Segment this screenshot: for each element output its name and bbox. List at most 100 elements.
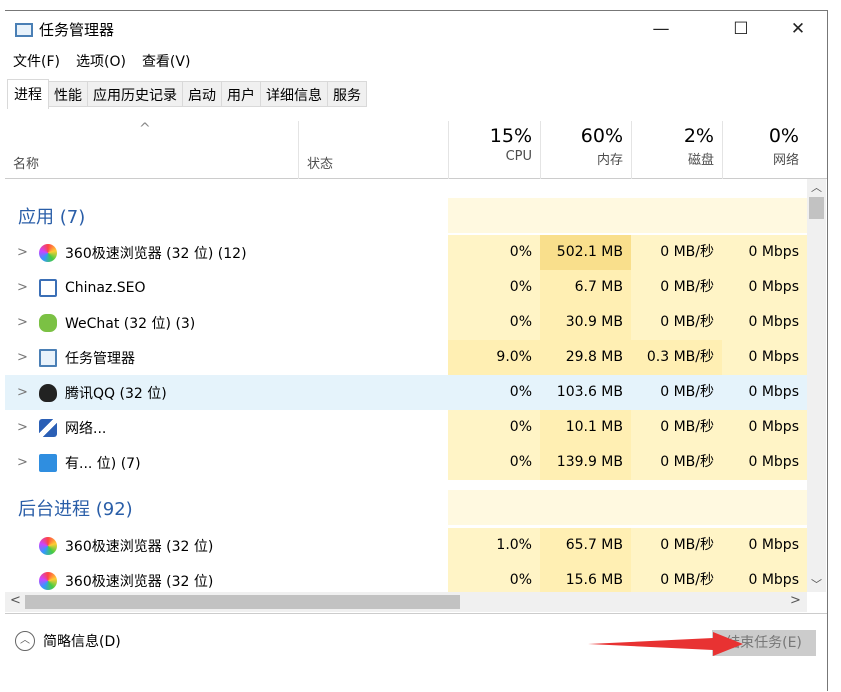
process-name-cell: > 网络... xyxy=(17,410,106,445)
scroll-right-icon[interactable]: > xyxy=(790,593,801,608)
process-net: 0 Mbps xyxy=(722,528,807,563)
process-name: 网络... xyxy=(65,420,107,437)
vertical-scrollbar[interactable]: ︿ ﹀ xyxy=(807,179,826,592)
360-browser-icon xyxy=(39,243,57,262)
process-disk: 0 MB/秒 xyxy=(631,270,722,305)
group-apps[interactable]: 应用 (7) xyxy=(5,198,807,233)
process-mem: 65.7 MB xyxy=(540,528,631,563)
process-name-cell: > Chinaz.SEO xyxy=(17,270,146,305)
maximize-button[interactable]: ☐ xyxy=(733,19,749,39)
process-disk: 0 MB/秒 xyxy=(631,563,722,592)
group-background[interactable]: 后台进程 (92) xyxy=(5,490,807,525)
horizontal-scroll-thumb[interactable] xyxy=(25,595,460,609)
tab-services[interactable]: 服务 xyxy=(328,81,367,107)
process-row[interactable]: > WeChat (32 位) (3) 0% 30.9 MB 0 MB/秒 0 Mbps xyxy=(5,305,807,340)
process-row[interactable]: > 有... 位) (7) 0% 139.9 MB 0 MB/秒 0 Mbps xyxy=(5,445,807,480)
process-row[interactable]: > Chinaz.SEO 0% 6.7 MB 0 MB/秒 0 Mbps xyxy=(5,270,807,305)
process-name: WeChat (32 位) (3) xyxy=(65,315,196,332)
process-row[interactable]: 360极速浏览器 (32 位) 0% 15.6 MB 0 MB/秒 0 Mbps xyxy=(5,563,807,592)
process-row[interactable]: 360极速浏览器 (32 位) 1.0% 65.7 MB 0 MB/秒 0 Mbps xyxy=(5,528,807,563)
disk-total: 2% xyxy=(683,125,714,147)
menu-bar: 文件(F) 选项(O) 查看(V) xyxy=(13,51,190,71)
tab-performance[interactable]: 性能 xyxy=(49,81,88,107)
process-mem: 15.6 MB xyxy=(540,563,631,592)
footer: ︿ 简略信息(D) 结束任务(E) xyxy=(5,613,827,692)
task-manager-window: 任务管理器 — ☐ ✕ 文件(F) 选项(O) 查看(V) 进程 性能 应用历史… xyxy=(5,10,828,691)
column-name[interactable]: ^ 名称 xyxy=(5,121,298,179)
process-name-cell: > 任务管理器 xyxy=(17,340,135,375)
task-manager-icon xyxy=(39,348,57,367)
scroll-thumb[interactable] xyxy=(809,197,824,219)
sort-ascending-icon: ^ xyxy=(139,121,151,137)
process-cpu: 1.0% xyxy=(448,528,540,563)
expand-chevron-icon[interactable]: > xyxy=(17,455,28,470)
process-name-cell: > 有... 位) (7) xyxy=(17,445,141,480)
cpu-label: CPU xyxy=(505,149,532,164)
process-name: Chinaz.SEO xyxy=(65,279,146,296)
scroll-down-icon[interactable]: ﹀ xyxy=(811,578,822,591)
process-name: 有... 位) (7) xyxy=(65,455,141,472)
expand-chevron-icon[interactable]: > xyxy=(17,420,28,435)
collapse-up-icon: ︿ xyxy=(15,631,35,651)
process-mem: 6.7 MB xyxy=(540,270,631,305)
menu-view[interactable]: 查看(V) xyxy=(141,54,191,70)
tab-details[interactable]: 详细信息 xyxy=(261,81,328,107)
column-name-label: 名称 xyxy=(13,157,40,172)
tab-users[interactable]: 用户 xyxy=(222,81,261,107)
fewer-details-button[interactable]: ︿ 简略信息(D) xyxy=(15,631,121,651)
process-name-cell: >360极速浏览器 (32 位) (12) xyxy=(17,235,247,270)
process-row[interactable]: > 网络... 0% 10.1 MB 0 MB/秒 0 Mbps xyxy=(5,410,807,445)
red-arrow-annotation xyxy=(588,632,743,656)
group-net-cell xyxy=(722,490,807,525)
column-header: ^ 名称 状态 15% CPU 60% 内存 2% 磁盘 0% 网络 xyxy=(5,121,827,179)
group-cpu-cell xyxy=(448,490,540,525)
column-disk[interactable]: 2% 磁盘 xyxy=(631,121,722,179)
group-title: 应用 (7) xyxy=(18,206,86,228)
process-disk: 0 MB/秒 xyxy=(631,235,722,270)
column-memory[interactable]: 60% 内存 xyxy=(540,121,631,179)
tab-processes[interactable]: 进程 xyxy=(7,79,49,109)
process-name-cell: > WeChat (32 位) (3) xyxy=(17,305,195,340)
tab-bar: 进程 性能 应用历史记录 启动 用户 详细信息 服务 xyxy=(7,79,367,109)
scroll-up-icon[interactable]: ︿ xyxy=(811,181,822,194)
process-mem: 10.1 MB xyxy=(540,410,631,445)
minimize-button[interactable]: — xyxy=(652,19,670,39)
group-mem-cell xyxy=(540,198,631,233)
expand-chevron-icon[interactable]: > xyxy=(17,385,28,400)
youdao-icon xyxy=(39,453,57,472)
horizontal-scrollbar[interactable]: < > xyxy=(5,592,807,612)
process-net: 0 Mbps xyxy=(722,445,807,480)
menu-options[interactable]: 选项(O) xyxy=(75,54,126,70)
expand-chevron-icon[interactable]: > xyxy=(17,350,28,365)
process-net: 0 Mbps xyxy=(722,375,807,410)
column-cpu[interactable]: 15% CPU xyxy=(448,121,540,179)
tab-app-history[interactable]: 应用历史记录 xyxy=(88,81,183,107)
title-bar: 任务管理器 xyxy=(15,19,114,40)
process-mem: 29.8 MB xyxy=(540,340,631,375)
process-cpu: 0% xyxy=(448,270,540,305)
menu-file[interactable]: 文件(F) xyxy=(13,54,60,70)
process-row[interactable]: > 腾讯QQ (32 位) 0% 103.6 MB 0 MB/秒 0 Mbps xyxy=(5,375,807,410)
column-network[interactable]: 0% 网络 xyxy=(722,121,807,179)
fewer-details-label: 简略信息(D) xyxy=(43,634,121,650)
process-cpu: 0% xyxy=(448,563,540,592)
scroll-left-icon[interactable]: < xyxy=(10,593,21,608)
process-mem: 139.9 MB xyxy=(540,445,631,480)
process-row[interactable]: > 任务管理器 9.0% 29.8 MB 0.3 MB/秒 0 Mbps xyxy=(5,340,807,375)
process-name-cell: > 腾讯QQ (32 位) xyxy=(17,375,167,410)
disk-label: 磁盘 xyxy=(687,153,714,168)
group-net-cell xyxy=(722,198,807,233)
close-button[interactable]: ✕ xyxy=(790,19,806,39)
process-net: 0 Mbps xyxy=(722,563,807,592)
process-net: 0 Mbps xyxy=(722,340,807,375)
expand-chevron-icon[interactable]: > xyxy=(17,245,28,260)
group-title: 后台进程 (92) xyxy=(18,498,133,520)
process-net: 0 Mbps xyxy=(722,305,807,340)
pen-icon xyxy=(39,418,57,437)
column-status[interactable]: 状态 xyxy=(298,121,448,179)
tab-startup[interactable]: 启动 xyxy=(183,81,222,107)
memory-total: 60% xyxy=(580,125,623,147)
expand-chevron-icon[interactable]: > xyxy=(17,280,28,295)
expand-chevron-icon[interactable]: > xyxy=(17,315,28,330)
process-row[interactable]: >360极速浏览器 (32 位) (12) 0% 502.1 MB 0 MB/秒 0 M… xyxy=(5,235,807,270)
